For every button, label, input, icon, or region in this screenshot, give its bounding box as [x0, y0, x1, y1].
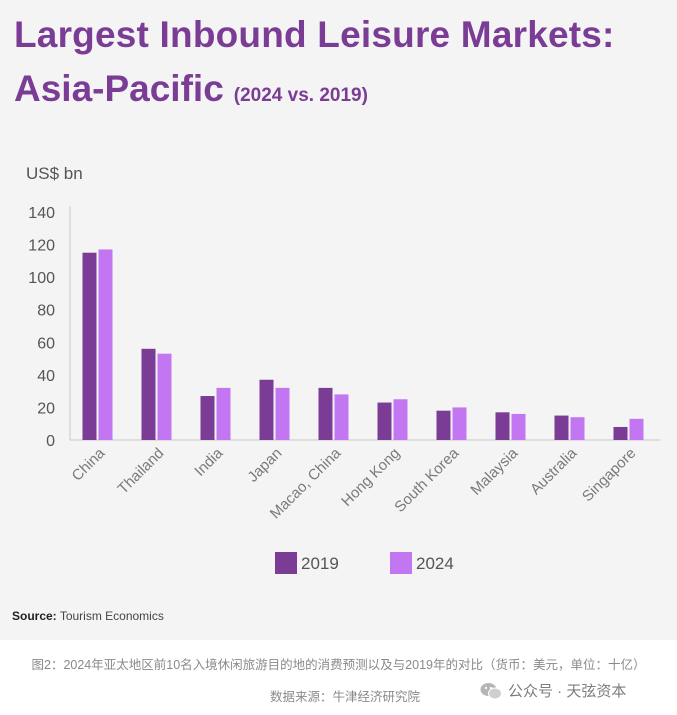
- chart-card: Largest Inbound Leisure Markets: Asia-Pa…: [0, 0, 677, 640]
- bar-2024: [157, 353, 172, 440]
- source-text: Tourism Economics: [59, 609, 164, 623]
- source-label: Source:: [12, 609, 57, 623]
- y-tick-label: 80: [37, 303, 55, 320]
- bar-2019: [259, 379, 274, 440]
- wechat-watermark: 公众号 · 天弦资本: [480, 680, 626, 701]
- bar-2019: [436, 410, 451, 440]
- bar-2024: [98, 249, 113, 440]
- bar-2024: [393, 399, 408, 440]
- bar-chart: 0 20 40 60 80 100 120 140 China Thailand India Japa…: [28, 205, 660, 574]
- figure-caption: 图2：2024年亚太地区前10名入境休闲旅游目的地的消费预测以及与2019年的对…: [31, 658, 646, 672]
- y-tick-label: 0: [46, 433, 55, 450]
- y-tick-label: 120: [28, 238, 55, 255]
- x-tick-label: Australia: [527, 444, 581, 498]
- bar-2019: [82, 252, 97, 440]
- x-tick-label: China: [69, 444, 109, 484]
- wechat-icon: [480, 682, 502, 699]
- x-tick-label: Singapore: [579, 445, 639, 505]
- data-source-note: 数据来源：牛津经济研究院: [270, 690, 421, 704]
- y-tick-label: 140: [28, 205, 55, 222]
- legend-label: 2024: [416, 554, 454, 573]
- y-tick-label: 60: [37, 335, 55, 352]
- bar-2024: [216, 387, 231, 440]
- bar-2024: [511, 413, 526, 440]
- bar-2019: [141, 348, 156, 440]
- bar-2024: [629, 418, 644, 440]
- x-tick-label: India: [191, 444, 226, 479]
- legend-label: 2019: [301, 554, 339, 573]
- bar-2024: [275, 387, 290, 440]
- bar-2019: [200, 396, 215, 440]
- bar-2024: [452, 407, 467, 440]
- x-tick-label: Hong Kong: [338, 445, 403, 510]
- bar-2019: [554, 415, 569, 440]
- y-tick-label: 100: [28, 270, 55, 287]
- chart-title: Largest Inbound Leisure Markets:: [14, 14, 615, 55]
- y-tick-label: 40: [37, 368, 55, 385]
- legend-swatch-2024: [390, 552, 412, 574]
- bar-2019: [318, 387, 333, 440]
- x-tick-label: Thailand: [115, 445, 168, 498]
- y-axis-unit-label: US$ bn: [26, 164, 83, 183]
- bar-2019: [495, 412, 510, 440]
- x-tick-label: Japan: [244, 445, 285, 486]
- chart-title-region: Asia-Pacific: [14, 68, 224, 109]
- bar-2019: [613, 426, 628, 440]
- source-note: Source: Tourism Economics: [12, 609, 164, 623]
- watermark-text: 公众号 · 天弦资本: [508, 683, 627, 700]
- x-tick-label: Malaysia: [467, 444, 521, 498]
- bar-2024: [334, 394, 349, 440]
- bar-2024: [570, 417, 585, 440]
- legend-swatch-2019: [275, 552, 297, 574]
- chart-subtitle: (2024 vs. 2019): [233, 85, 368, 106]
- bar-2019: [377, 402, 392, 440]
- chart-title-line2: Asia-Pacific (2024 vs. 2019): [14, 68, 368, 110]
- x-tick-label: South Korea: [391, 444, 462, 515]
- y-tick-label: 20: [37, 400, 55, 417]
